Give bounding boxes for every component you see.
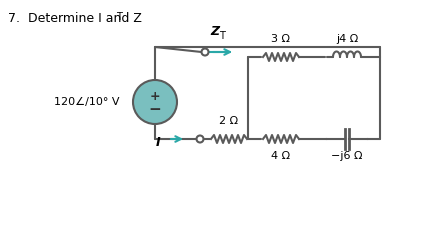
Text: 120∠/10° V: 120∠/10° V xyxy=(54,97,120,107)
Text: I: I xyxy=(156,136,160,149)
Text: T: T xyxy=(219,31,225,41)
Text: +: + xyxy=(150,89,160,103)
Circle shape xyxy=(133,80,177,124)
Text: j4 Ω: j4 Ω xyxy=(336,34,358,44)
Text: −: − xyxy=(149,102,162,117)
Text: −j6 Ω: −j6 Ω xyxy=(331,151,363,161)
Text: 2 Ω: 2 Ω xyxy=(219,116,238,126)
Text: 4 Ω: 4 Ω xyxy=(272,151,291,161)
Circle shape xyxy=(201,48,209,56)
Text: 7.  Determine I and Z: 7. Determine I and Z xyxy=(8,12,142,25)
Circle shape xyxy=(196,136,204,143)
Text: T: T xyxy=(116,12,122,22)
Text: Z: Z xyxy=(210,25,219,38)
Text: 3 Ω: 3 Ω xyxy=(272,34,291,44)
